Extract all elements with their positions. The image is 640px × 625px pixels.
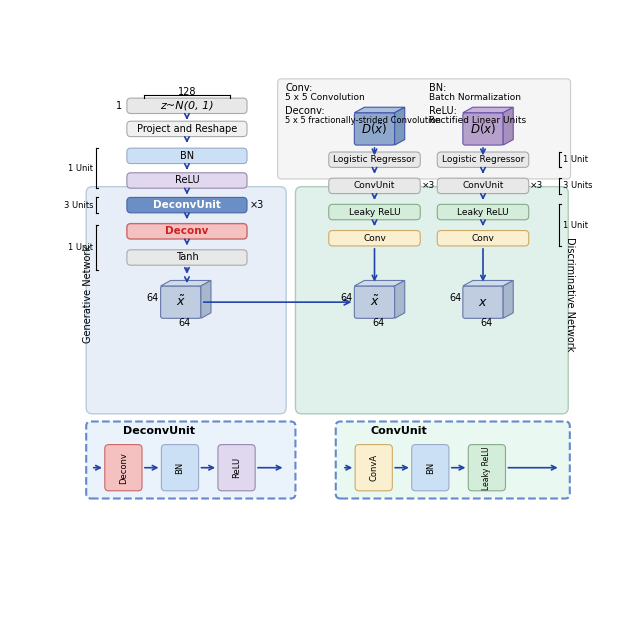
Text: $x$: $x$ — [478, 296, 488, 309]
FancyBboxPatch shape — [127, 198, 247, 213]
Text: 64: 64 — [372, 318, 385, 328]
Text: 64: 64 — [147, 293, 159, 303]
Text: $D(x)$: $D(x)$ — [470, 121, 496, 136]
FancyBboxPatch shape — [468, 444, 506, 491]
FancyBboxPatch shape — [127, 121, 247, 137]
Text: Discriminative Network: Discriminative Network — [564, 238, 575, 352]
FancyBboxPatch shape — [437, 152, 529, 168]
Text: ReLU: ReLU — [175, 176, 199, 186]
Polygon shape — [503, 281, 513, 318]
FancyBboxPatch shape — [412, 444, 449, 491]
Text: 5 x 5 fractionally-strided Convolution: 5 x 5 fractionally-strided Convolution — [285, 116, 442, 125]
Text: Tanh: Tanh — [175, 253, 198, 262]
Text: $D(\tilde{x})$: $D(\tilde{x})$ — [362, 121, 388, 137]
Text: 3 Units: 3 Units — [563, 181, 593, 191]
Text: ReLU:: ReLU: — [429, 106, 456, 116]
Text: Deconv:: Deconv: — [285, 106, 325, 116]
FancyBboxPatch shape — [218, 444, 255, 491]
Text: ConvUnit: ConvUnit — [462, 181, 504, 191]
Text: 64: 64 — [340, 293, 353, 303]
Polygon shape — [201, 281, 211, 318]
Text: Logistic Regressor: Logistic Regressor — [333, 155, 416, 164]
FancyBboxPatch shape — [463, 112, 503, 145]
FancyBboxPatch shape — [86, 187, 286, 414]
Text: 64: 64 — [481, 318, 493, 328]
Text: BN: BN — [175, 462, 184, 474]
Text: Conv:: Conv: — [285, 83, 313, 93]
Text: ConvUnit: ConvUnit — [354, 181, 395, 191]
FancyBboxPatch shape — [329, 231, 420, 246]
Text: DeconvUnit: DeconvUnit — [153, 200, 221, 210]
FancyBboxPatch shape — [355, 112, 395, 145]
FancyBboxPatch shape — [161, 444, 198, 491]
Text: ConvUnit: ConvUnit — [371, 426, 428, 436]
Text: 3 Units: 3 Units — [63, 201, 93, 209]
Polygon shape — [355, 107, 404, 112]
Polygon shape — [503, 107, 513, 145]
Text: ConvA: ConvA — [369, 454, 378, 481]
Text: 64: 64 — [179, 318, 191, 328]
FancyBboxPatch shape — [127, 224, 247, 239]
FancyBboxPatch shape — [437, 178, 529, 194]
FancyBboxPatch shape — [127, 250, 247, 265]
Text: BN: BN — [180, 151, 194, 161]
FancyBboxPatch shape — [329, 204, 420, 220]
Text: 64: 64 — [449, 293, 461, 303]
FancyBboxPatch shape — [437, 204, 529, 220]
FancyBboxPatch shape — [336, 421, 570, 499]
Polygon shape — [463, 107, 513, 112]
Text: 1 Unit: 1 Unit — [563, 221, 588, 229]
Text: 1 Unit: 1 Unit — [68, 164, 93, 172]
Text: BN:: BN: — [429, 83, 446, 93]
Text: Conv: Conv — [363, 234, 386, 242]
Text: ReLU: ReLU — [232, 457, 241, 478]
Text: $\tilde{x}$: $\tilde{x}$ — [176, 295, 186, 309]
Text: Batch Normalization: Batch Normalization — [429, 93, 521, 102]
FancyBboxPatch shape — [161, 286, 201, 318]
Text: ×3: ×3 — [421, 181, 435, 191]
Text: Deconv: Deconv — [165, 226, 209, 236]
FancyBboxPatch shape — [329, 178, 420, 194]
Text: 1: 1 — [116, 101, 122, 111]
Polygon shape — [395, 281, 404, 318]
Text: ×3: ×3 — [249, 200, 264, 210]
Text: Conv: Conv — [472, 234, 495, 242]
Text: Generative Network: Generative Network — [83, 246, 93, 344]
FancyBboxPatch shape — [105, 444, 142, 491]
FancyBboxPatch shape — [355, 444, 392, 491]
Text: Rectified Linear Units: Rectified Linear Units — [429, 116, 526, 125]
Text: 1 Unit: 1 Unit — [563, 155, 588, 164]
FancyBboxPatch shape — [127, 98, 247, 114]
Text: Project and Reshape: Project and Reshape — [137, 124, 237, 134]
FancyBboxPatch shape — [127, 148, 247, 164]
Text: DeconvUnit: DeconvUnit — [123, 426, 195, 436]
Text: Leaky ReLU: Leaky ReLU — [483, 446, 492, 489]
FancyBboxPatch shape — [355, 286, 395, 318]
Text: 5 x 5 Convolution: 5 x 5 Convolution — [285, 93, 365, 102]
Text: 128: 128 — [178, 87, 196, 97]
Polygon shape — [463, 281, 513, 286]
Text: Leaky ReLU: Leaky ReLU — [457, 208, 509, 216]
FancyBboxPatch shape — [86, 421, 296, 499]
FancyBboxPatch shape — [329, 152, 420, 168]
FancyBboxPatch shape — [296, 187, 568, 414]
FancyBboxPatch shape — [127, 173, 247, 188]
Text: ×3: ×3 — [530, 181, 543, 191]
FancyBboxPatch shape — [463, 286, 503, 318]
Polygon shape — [395, 107, 404, 145]
Text: Leaky ReLU: Leaky ReLU — [349, 208, 400, 216]
Polygon shape — [161, 281, 211, 286]
Text: BN: BN — [426, 462, 435, 474]
Text: Deconv: Deconv — [119, 452, 128, 484]
FancyBboxPatch shape — [437, 231, 529, 246]
Text: 1 Unit: 1 Unit — [68, 243, 93, 252]
Text: Logistic Regressor: Logistic Regressor — [442, 155, 524, 164]
Polygon shape — [355, 281, 404, 286]
FancyBboxPatch shape — [278, 79, 571, 179]
Text: $\tilde{x}$: $\tilde{x}$ — [369, 295, 380, 309]
Text: z~N(0, 1): z~N(0, 1) — [160, 101, 214, 111]
